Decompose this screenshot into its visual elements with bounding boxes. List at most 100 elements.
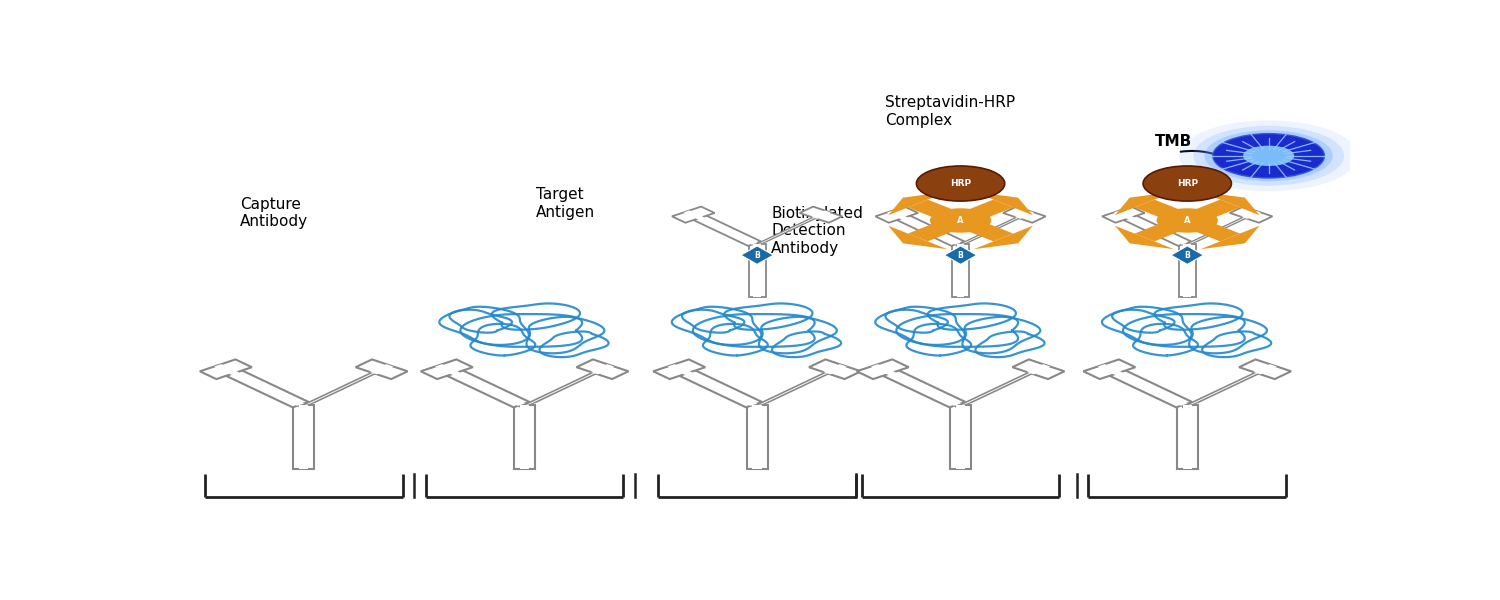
Polygon shape bbox=[514, 404, 535, 469]
Polygon shape bbox=[951, 217, 1012, 241]
Polygon shape bbox=[1178, 200, 1240, 224]
Polygon shape bbox=[876, 206, 918, 223]
Polygon shape bbox=[576, 359, 628, 379]
Polygon shape bbox=[753, 404, 762, 469]
Text: B: B bbox=[754, 251, 760, 260]
Text: Capture
Antibody: Capture Antibody bbox=[240, 197, 308, 229]
Circle shape bbox=[1143, 166, 1232, 201]
Polygon shape bbox=[1200, 192, 1260, 215]
Circle shape bbox=[1156, 208, 1218, 233]
Polygon shape bbox=[974, 192, 1034, 215]
Polygon shape bbox=[524, 368, 606, 406]
Polygon shape bbox=[874, 367, 966, 407]
Polygon shape bbox=[1026, 364, 1050, 374]
Polygon shape bbox=[812, 211, 831, 219]
Polygon shape bbox=[808, 359, 861, 379]
Polygon shape bbox=[753, 212, 828, 246]
Polygon shape bbox=[438, 367, 530, 407]
Polygon shape bbox=[1118, 212, 1191, 246]
Text: B: B bbox=[1185, 251, 1190, 260]
Polygon shape bbox=[1013, 359, 1065, 379]
Polygon shape bbox=[752, 367, 843, 407]
Polygon shape bbox=[956, 404, 964, 469]
Polygon shape bbox=[888, 192, 948, 215]
Polygon shape bbox=[298, 404, 309, 469]
Polygon shape bbox=[741, 246, 774, 265]
Polygon shape bbox=[956, 367, 1047, 407]
Polygon shape bbox=[957, 212, 1030, 246]
Polygon shape bbox=[800, 206, 843, 223]
Polygon shape bbox=[871, 364, 894, 374]
Polygon shape bbox=[1172, 246, 1203, 265]
Text: TMB: TMB bbox=[1155, 134, 1192, 149]
Text: B: B bbox=[957, 251, 963, 260]
Polygon shape bbox=[1239, 359, 1292, 379]
Polygon shape bbox=[222, 368, 304, 406]
Polygon shape bbox=[1101, 367, 1192, 407]
Polygon shape bbox=[1120, 214, 1188, 245]
Polygon shape bbox=[1184, 244, 1191, 297]
Polygon shape bbox=[294, 404, 314, 469]
Polygon shape bbox=[370, 364, 393, 374]
Text: A: A bbox=[957, 216, 964, 225]
Polygon shape bbox=[420, 359, 472, 379]
Polygon shape bbox=[298, 367, 390, 407]
Polygon shape bbox=[519, 367, 610, 407]
Polygon shape bbox=[890, 212, 965, 246]
Polygon shape bbox=[214, 364, 237, 374]
Polygon shape bbox=[894, 214, 962, 245]
Polygon shape bbox=[1182, 404, 1192, 469]
Polygon shape bbox=[1184, 212, 1257, 246]
Polygon shape bbox=[672, 206, 714, 223]
Polygon shape bbox=[200, 359, 252, 379]
Text: Target
Antigen: Target Antigen bbox=[537, 187, 596, 220]
Text: Streptavidin-HRP
Complex: Streptavidin-HRP Complex bbox=[885, 95, 1016, 127]
Polygon shape bbox=[1102, 206, 1144, 223]
Circle shape bbox=[1214, 134, 1324, 178]
Polygon shape bbox=[879, 368, 962, 406]
Polygon shape bbox=[1200, 226, 1260, 249]
Polygon shape bbox=[1182, 367, 1274, 407]
Polygon shape bbox=[1004, 206, 1046, 223]
Text: A: A bbox=[1184, 216, 1191, 225]
Polygon shape bbox=[747, 404, 768, 469]
Polygon shape bbox=[945, 246, 976, 265]
Polygon shape bbox=[756, 368, 839, 406]
Polygon shape bbox=[950, 404, 970, 469]
Polygon shape bbox=[675, 368, 758, 406]
Polygon shape bbox=[748, 244, 765, 297]
Circle shape bbox=[1244, 146, 1294, 166]
Polygon shape bbox=[908, 200, 970, 224]
Polygon shape bbox=[758, 214, 824, 245]
Circle shape bbox=[916, 166, 1005, 201]
Polygon shape bbox=[1134, 200, 1197, 224]
Polygon shape bbox=[824, 364, 848, 374]
Circle shape bbox=[930, 208, 992, 233]
Polygon shape bbox=[974, 226, 1034, 249]
Polygon shape bbox=[217, 367, 309, 407]
Polygon shape bbox=[753, 244, 760, 297]
Circle shape bbox=[1204, 130, 1334, 181]
Polygon shape bbox=[1113, 211, 1132, 219]
Polygon shape bbox=[886, 211, 906, 219]
Polygon shape bbox=[1178, 217, 1240, 241]
Polygon shape bbox=[303, 368, 386, 406]
Polygon shape bbox=[957, 244, 964, 297]
Polygon shape bbox=[1014, 211, 1034, 219]
Polygon shape bbox=[1242, 211, 1262, 219]
Text: HRP: HRP bbox=[950, 179, 970, 188]
Circle shape bbox=[1194, 126, 1344, 186]
Polygon shape bbox=[652, 359, 705, 379]
Polygon shape bbox=[1114, 226, 1174, 249]
Polygon shape bbox=[435, 364, 459, 374]
Polygon shape bbox=[952, 244, 969, 297]
Polygon shape bbox=[668, 364, 692, 374]
Polygon shape bbox=[1114, 192, 1174, 215]
Polygon shape bbox=[1134, 217, 1197, 241]
Polygon shape bbox=[687, 212, 760, 246]
Polygon shape bbox=[690, 214, 758, 245]
Polygon shape bbox=[684, 211, 703, 219]
Text: HRP: HRP bbox=[1176, 179, 1198, 188]
Polygon shape bbox=[442, 368, 525, 406]
Polygon shape bbox=[1186, 368, 1269, 406]
